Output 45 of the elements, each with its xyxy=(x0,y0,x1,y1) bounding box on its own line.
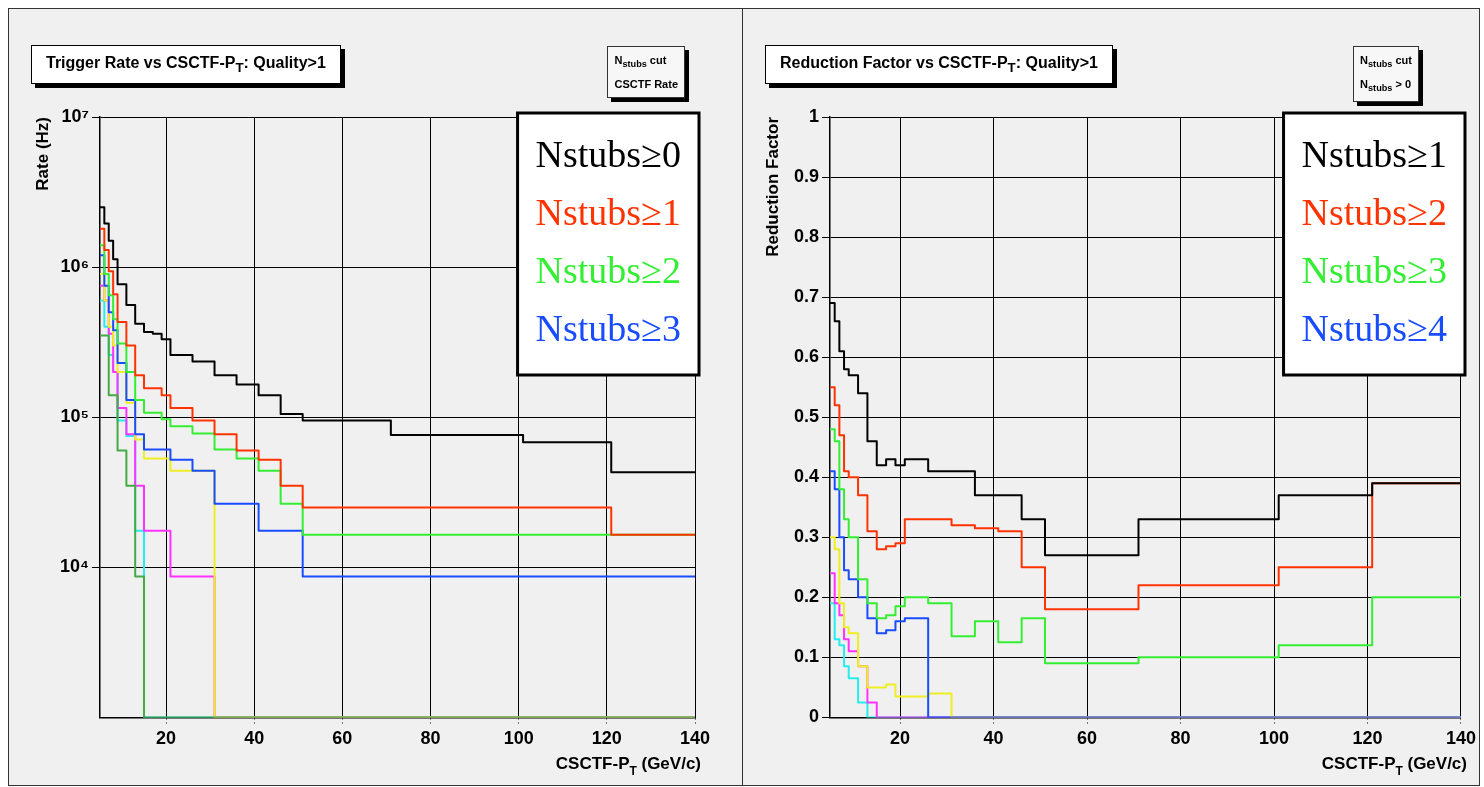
y-tick-label: 0.4 xyxy=(793,466,820,487)
x-tick-label: 60 xyxy=(332,728,353,749)
y-tick-label: 0.6 xyxy=(793,346,820,367)
x-tick-label: 80 xyxy=(420,728,441,749)
x-tick-label: 40 xyxy=(244,728,265,749)
text: N$_{stubs}$ cut xyxy=(1360,54,1412,70)
x-tick-label: 60 xyxy=(1077,728,1098,749)
y-tick-label: 0.5 xyxy=(793,406,820,427)
x-tick-label: 140 xyxy=(679,728,711,749)
text: CSCTF Rate xyxy=(614,78,678,91)
x-tick-label: 140 xyxy=(1445,728,1477,749)
text: Nstubs≥4 xyxy=(1301,306,1447,349)
y-tick-label: 0.2 xyxy=(793,586,820,607)
chart-title: Reduction Factor vs CSCTF-P$_{T}$: Quality>1 xyxy=(765,45,1113,85)
x-tick-label: 100 xyxy=(1259,728,1290,749)
text: Nstubs≥1 xyxy=(535,190,682,233)
x-tick-label: 80 xyxy=(1170,728,1191,749)
y-tick-label: 0.3 xyxy=(793,526,820,547)
y-tick-label: 10⁵ xyxy=(60,406,89,427)
y-axis-title: Reduction Factor xyxy=(763,116,783,257)
y-tick-label: 0 xyxy=(809,706,820,727)
text: Nstubs≥2 xyxy=(535,248,682,291)
x-tick-label: 100 xyxy=(503,728,534,749)
y-tick-label: 0.9 xyxy=(793,166,820,187)
y-tick-label: 0.7 xyxy=(793,286,820,307)
text: Nstubs≥3 xyxy=(535,306,682,349)
text: Nstubs≥3 xyxy=(1301,248,1447,291)
y-tick-label: 1 xyxy=(809,105,820,126)
y-axis-title: Rate (Hz) xyxy=(32,117,52,191)
x-tick-label: 120 xyxy=(1352,728,1383,749)
text: N$_{stubs}$ cut xyxy=(614,54,667,70)
text: Nstubs≥1 xyxy=(1301,132,1447,175)
y-tick-label: 10⁶ xyxy=(60,256,89,277)
text: Nstubs≥2 xyxy=(1301,190,1447,233)
y-tick-label: 0.1 xyxy=(793,646,820,667)
y-tick-label: 0.8 xyxy=(793,226,820,247)
text: Nstubs≥0 xyxy=(535,132,682,175)
text: N$_{stubs}$ > 0 xyxy=(1360,78,1412,94)
y-tick-label: 10⁴ xyxy=(59,556,89,577)
x-tick-label: 120 xyxy=(591,728,622,749)
y-tick-label: 10⁷ xyxy=(61,105,89,126)
x-tick-label: 20 xyxy=(890,728,911,749)
chart-title: Trigger Rate vs CSCTF-P$_{T}$: Quality>1 xyxy=(31,45,341,85)
x-tick-label: 20 xyxy=(156,728,177,749)
x-tick-label: 40 xyxy=(983,728,1004,749)
